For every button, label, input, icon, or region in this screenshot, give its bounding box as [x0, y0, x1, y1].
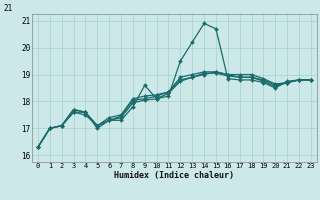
- Text: 21: 21: [4, 4, 13, 13]
- X-axis label: Humidex (Indice chaleur): Humidex (Indice chaleur): [115, 171, 234, 180]
